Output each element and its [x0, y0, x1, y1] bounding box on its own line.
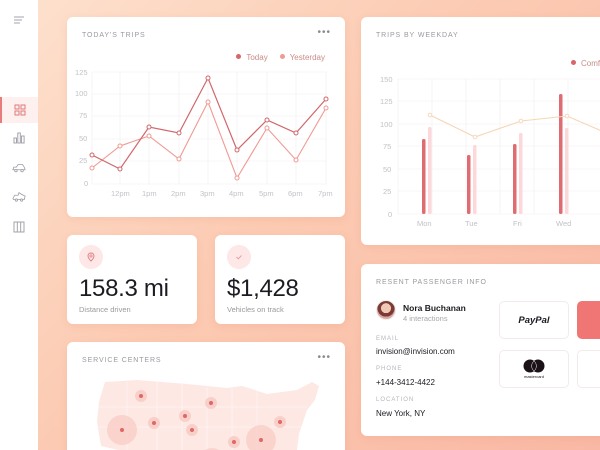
phone-value[interactable]: +144-3412-4422: [376, 378, 435, 387]
y-tick: 50: [383, 165, 392, 174]
y-tick: 75: [79, 111, 88, 120]
card-title: RESENT PASSENGER INFO: [376, 279, 487, 286]
map-icon: [13, 221, 25, 233]
trips-by-weekday-card: TRIPS BY WEEKDAY Comfo 150 125 100 75 50…: [361, 17, 600, 245]
x-tick: Tue: [465, 219, 478, 228]
bar-chart-icon: [13, 132, 25, 144]
yesterday-line: [91, 100, 327, 180]
y-tick: 125: [380, 97, 393, 106]
legend-item-comfort[interactable]: Comfo: [571, 59, 600, 68]
passenger-info-card: RESENT PASSENGER INFO Nora Buchanan 4 in…: [361, 264, 600, 436]
x-tick: 12pm: [111, 189, 130, 198]
paypal-payment-tile[interactable]: PayPal: [499, 301, 569, 339]
mastercard-label: mastercard: [523, 374, 544, 379]
checkmark-icon: [227, 245, 251, 269]
trend-line: [429, 114, 600, 138]
card-title: SERVICE CENTERS: [82, 357, 162, 364]
todays-trips-card: TODAY'S TRIPS ••• Today Yesterday 125 10…: [67, 17, 345, 217]
y-tick: 75: [383, 142, 392, 151]
x-tick: Wed: [556, 219, 572, 228]
y-tick: 0: [84, 179, 89, 188]
today-line: [91, 76, 327, 170]
hamburger-icon[interactable]: [11, 14, 27, 26]
y-tick: 100: [75, 89, 88, 98]
y-tick: 25: [79, 156, 88, 165]
bars: [422, 94, 569, 214]
delivery-icon: [12, 192, 26, 202]
x-tick: Fri: [513, 219, 522, 228]
chart-legend: Today Yesterday: [236, 53, 325, 62]
x-tick: 7pm: [318, 189, 333, 198]
more-options-icon[interactable]: •••: [317, 352, 331, 363]
service-centers-card: SERVICE CENTERS •••: [67, 342, 345, 450]
y-tick: 150: [380, 75, 393, 84]
phone-label: PHONE: [376, 366, 403, 372]
sidebar-item-delivery[interactable]: [0, 184, 38, 210]
stat-value: $1,428: [227, 275, 299, 302]
passenger-interactions: 4 interactions: [403, 314, 448, 323]
paypal-logo: PayPal: [518, 314, 550, 326]
car-icon: [12, 164, 26, 173]
stat-label: Vehicles on track: [227, 305, 284, 314]
x-tick: 3pm: [200, 189, 215, 198]
sidebar-item-dashboard[interactable]: [0, 97, 38, 123]
us-map[interactable]: [67, 342, 345, 450]
line-chart: [89, 71, 329, 185]
mastercard-logo: [523, 359, 545, 373]
location-pin-icon: [79, 245, 103, 269]
y-tick: 125: [75, 68, 88, 77]
vehicles-stat-card: $1,428 Vehicles on track: [215, 235, 345, 324]
email-value[interactable]: invision@invision.com: [376, 347, 455, 356]
stat-value: 158.3 mi: [79, 275, 169, 302]
grid-icon: [14, 104, 26, 116]
avatar[interactable]: [376, 300, 396, 320]
y-tick: 0: [388, 210, 393, 219]
location-value: New York, NY: [376, 409, 426, 418]
x-tick: 5pm: [259, 189, 274, 198]
sidebar: [0, 0, 38, 450]
y-tick: 50: [79, 134, 88, 143]
x-tick: 1pm: [142, 189, 157, 198]
x-tick: 2pm: [171, 189, 186, 198]
stat-label: Distance driven: [79, 305, 131, 314]
sidebar-item-statistics[interactable]: [0, 125, 38, 151]
x-tick: Mon: [417, 219, 432, 228]
more-options-icon[interactable]: •••: [317, 27, 331, 38]
service-center-markers: [107, 390, 286, 450]
card-title: TRIPS BY WEEKDAY: [376, 32, 459, 39]
payment-tile[interactable]: [577, 350, 600, 388]
legend-item-yesterday[interactable]: Yesterday: [279, 53, 325, 62]
card-title: TODAY'S TRIPS: [82, 32, 146, 39]
sidebar-item-vehicles[interactable]: [0, 155, 38, 181]
x-tick: 4pm: [229, 189, 244, 198]
chart-legend: Comfo: [571, 59, 600, 68]
passenger-name[interactable]: Nora Buchanan: [403, 303, 466, 313]
x-tick: 6pm: [288, 189, 303, 198]
location-label: LOCATION: [376, 397, 415, 403]
distance-stat-card: 158.3 mi Distance driven: [67, 235, 197, 324]
mastercard-payment-tile[interactable]: mastercard: [499, 350, 569, 388]
email-label: EMAIL: [376, 336, 400, 342]
payment-tile-selected[interactable]: [577, 301, 600, 339]
legend-item-today[interactable]: Today: [236, 53, 268, 62]
y-tick: 25: [383, 187, 392, 196]
y-tick: 100: [380, 120, 393, 129]
sidebar-item-map[interactable]: [0, 214, 38, 240]
bar-chart: [397, 78, 600, 215]
